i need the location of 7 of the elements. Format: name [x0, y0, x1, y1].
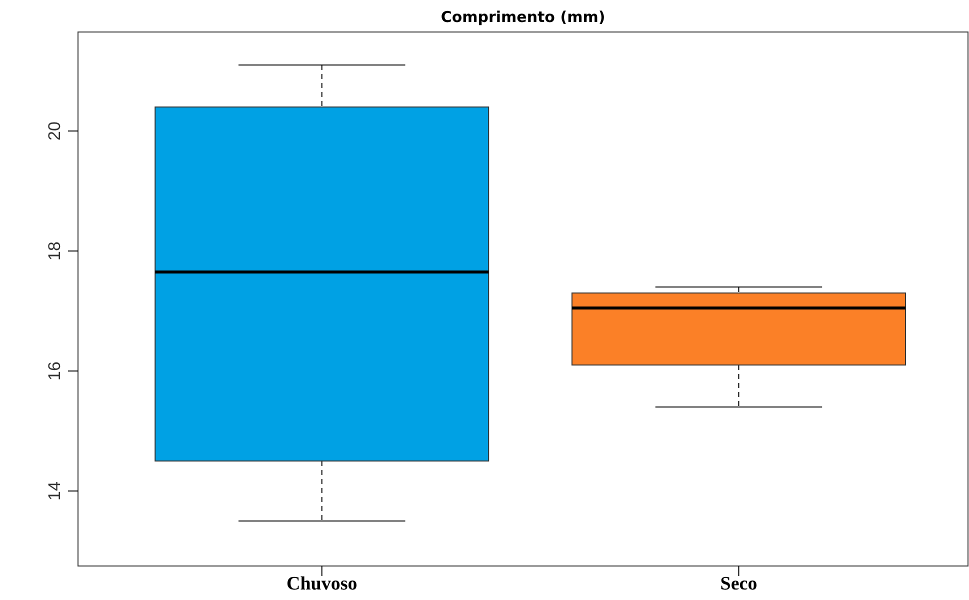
y-tick-label: 14: [45, 482, 64, 500]
x-tick-label: Seco: [720, 573, 758, 594]
chart-title: Comprimento (mm): [440, 8, 606, 26]
y-tick-label: 16: [45, 362, 64, 380]
y-tick-label: 20: [45, 122, 64, 140]
y-tick-label: 18: [45, 242, 64, 260]
x-tick-label: Chuvoso: [286, 573, 358, 594]
